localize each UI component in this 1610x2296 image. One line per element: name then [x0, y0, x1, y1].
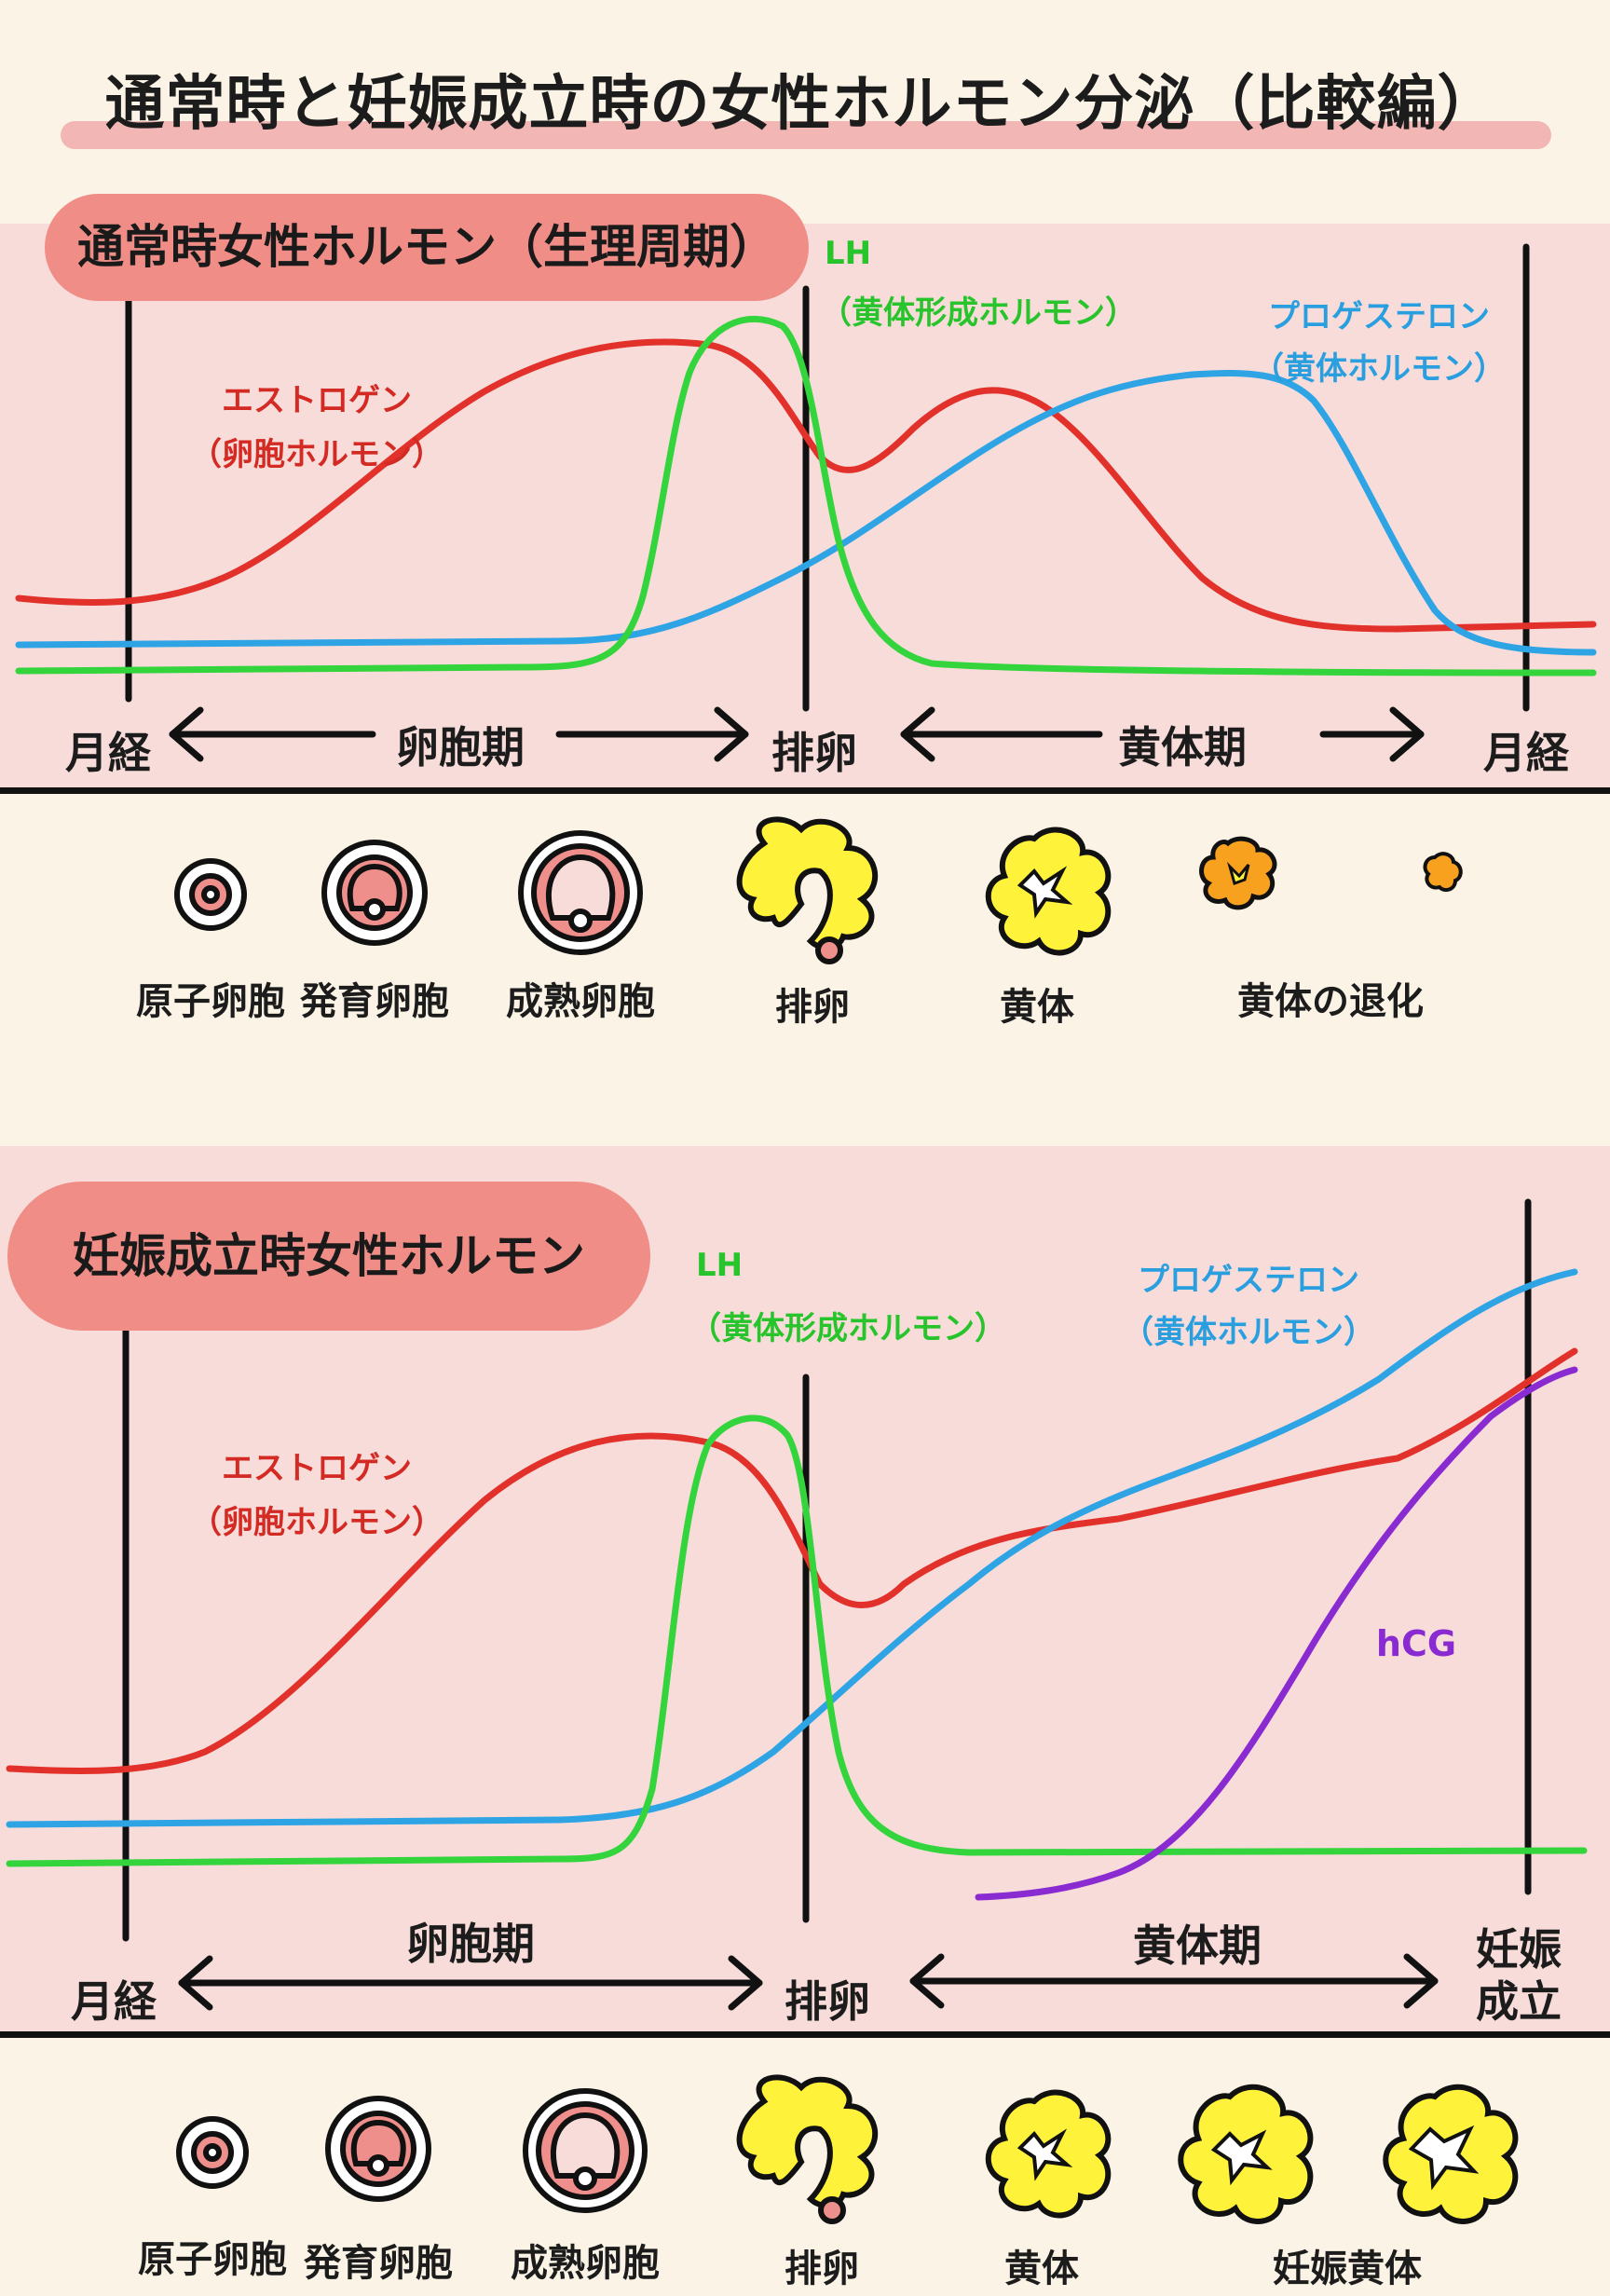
progesterone-label: プロゲステロン: [1268, 298, 1490, 335]
estrogen-label: エストロゲン: [222, 1450, 412, 1487]
lh-curve: [6, 1414, 1588, 1867]
axis-menstruation-left: 月経: [65, 728, 151, 778]
estrogen-sublabel: （卵胞ホルモン）: [190, 1504, 443, 1541]
stage-label: 排卵: [775, 986, 850, 1029]
page-title: 通常時と妊娠成立時の女性ホルモン分泌（比較編）: [104, 70, 1498, 139]
lh-label: LH: [695, 1247, 744, 1284]
pregnancy-panel-title: 妊娠成立時女性ホルモン: [7, 1182, 650, 1331]
hcg-curve: [975, 1366, 1578, 1901]
stage-label: 原子卵胞: [138, 2238, 287, 2281]
estrogen-sublabel: （卵胞ホルモン）: [190, 436, 443, 473]
hcg-label: hCG: [1375, 1623, 1457, 1664]
stage-label: 排卵: [785, 2248, 859, 2290]
progesterone-curve: [6, 1268, 1578, 1828]
stage-label: 成熟卵胞: [511, 2242, 660, 2285]
panel-divider: [0, 787, 1610, 794]
axis-ovulation: 排卵: [771, 728, 857, 778]
axis-follicular-phase: 卵胞期: [396, 722, 525, 772]
progesterone-label: プロゲステロン: [1138, 1262, 1359, 1299]
stage-label: 黄体: [1004, 2248, 1079, 2290]
axis-luteal-phase: 黄体期: [1118, 722, 1247, 772]
axis-luteal-phase: 黄体期: [1133, 1920, 1262, 1971]
stage-label: 発育卵胞: [300, 980, 449, 1023]
lh-curve: [15, 315, 1597, 676]
ovulation-icon: [736, 816, 879, 950]
axis-follicular-phase: 卵胞期: [406, 1919, 535, 1969]
stage-label: 原子卵胞: [136, 980, 285, 1023]
estrogen-label: エストロゲン: [222, 382, 412, 419]
estrogen-curve: [6, 1347, 1578, 1774]
stage-label: 黄体: [1000, 986, 1074, 1029]
lh-sublabel: （黄体形成ホルモン）: [689, 1310, 1006, 1347]
progesterone-sublabel: （黄体ホルモン）: [1252, 350, 1506, 388]
axis-pregnancy: 妊娠: [1476, 1924, 1562, 1975]
normal-panel-title: 通常時女性ホルモン（生理周期）: [45, 194, 809, 301]
stage-label: 妊娠黄体: [1273, 2248, 1422, 2290]
axis-established: 成立: [1476, 1976, 1562, 2027]
axis-menstruation: 月経: [71, 1976, 157, 2027]
ovulation-icon: [736, 2074, 879, 2208]
axis-menstruation-right: 月経: [1483, 728, 1569, 778]
panel-divider: [0, 2031, 1610, 2038]
progesterone-sublabel: （黄体ホルモン）: [1122, 1314, 1375, 1351]
title-highlight: [61, 121, 1551, 149]
stage-label: 成熟卵胞: [506, 980, 655, 1023]
axis-ovulation: 排卵: [785, 1976, 870, 2027]
lh-sublabel: （黄体形成ホルモン）: [820, 294, 1137, 332]
stage-label: 黄体の退化: [1237, 980, 1424, 1023]
corpus-luteum-regress-small-icon: [1423, 852, 1463, 893]
lh-label: LH: [824, 235, 872, 272]
stage-label: 発育卵胞: [304, 2242, 453, 2285]
estrogen-curve: [15, 338, 1597, 633]
progesterone-curve: [15, 369, 1597, 656]
